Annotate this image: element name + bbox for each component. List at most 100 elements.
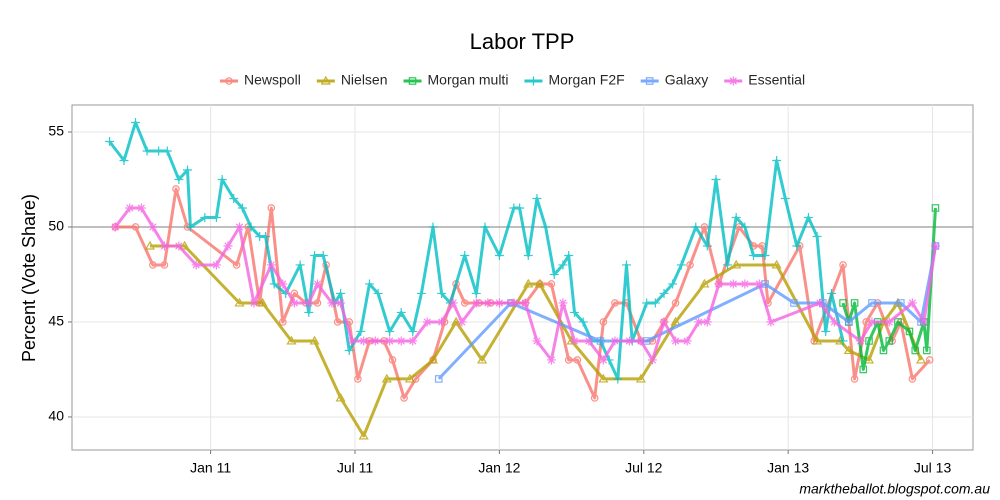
marker: [728, 279, 738, 289]
marker-part: [335, 392, 346, 402]
x-tick-label: Jan 13: [767, 460, 809, 476]
marker: [437, 317, 447, 327]
marker-part: [460, 250, 470, 260]
marker-part: [477, 354, 488, 364]
marker-part: [200, 212, 210, 222]
marker: [434, 375, 443, 383]
marker-part: [404, 373, 415, 383]
marker: [385, 326, 395, 336]
marker: [225, 77, 233, 85]
marker-part: [723, 260, 733, 270]
marker: [772, 155, 782, 165]
marker: [286, 335, 297, 345]
marker: [686, 261, 694, 269]
marker-part: [225, 77, 233, 85]
y-tick-label: 45: [48, 313, 64, 329]
marker-part: [621, 260, 631, 270]
marker: [267, 204, 276, 212]
marker-part: [119, 155, 129, 165]
marker: [266, 260, 276, 270]
marker-part: [670, 316, 681, 326]
marker-part: [234, 297, 245, 307]
marker: [829, 317, 839, 327]
legend-label: Nielsen: [341, 72, 388, 88]
marker: [754, 279, 764, 289]
series: [110, 203, 940, 365]
marker: [200, 212, 210, 222]
marker: [333, 318, 342, 326]
marker-part: [859, 365, 868, 374]
marker-part: [229, 193, 239, 203]
marker: [812, 335, 823, 345]
marker-part: [845, 318, 853, 326]
marker-part: [154, 146, 164, 156]
marker: [336, 288, 346, 298]
marker: [668, 279, 678, 289]
marker: [457, 317, 467, 327]
marker: [336, 298, 346, 308]
marker-part: [223, 241, 233, 251]
legend-item: Nielsen: [316, 72, 388, 88]
marker: [381, 373, 392, 383]
marker-part: [125, 203, 135, 213]
marker-part: [573, 356, 582, 364]
marker-part: [290, 289, 299, 298]
marker-part: [868, 299, 876, 307]
marker-part: [534, 278, 545, 288]
marker-part: [850, 299, 859, 307]
y-tick-label: 50: [48, 218, 64, 234]
marker-part: [642, 298, 652, 308]
marker-part: [659, 317, 669, 327]
marker-part: [905, 327, 914, 336]
marker: [740, 222, 750, 232]
marker: [766, 317, 776, 327]
marker-part: [780, 193, 790, 203]
marker: [930, 241, 940, 251]
marker: [174, 241, 184, 251]
marker-part: [356, 326, 366, 336]
marker: [922, 346, 931, 355]
marker: [289, 298, 299, 308]
marker-part: [159, 241, 169, 251]
marker-part: [217, 174, 227, 184]
marker-part: [829, 317, 839, 327]
marker: [864, 354, 875, 364]
marker-part: [427, 354, 439, 364]
marker-part: [691, 222, 701, 232]
marker: [915, 354, 927, 364]
marker-part: [731, 212, 741, 222]
marker: [232, 261, 241, 269]
marker: [249, 298, 259, 308]
marker-part: [211, 212, 221, 222]
marker: [217, 174, 227, 184]
marker-part: [671, 299, 680, 307]
marker: [105, 136, 115, 146]
marker: [843, 345, 854, 355]
marker-part: [162, 146, 172, 156]
marker-part: [635, 373, 646, 383]
series-line: [841, 207, 937, 371]
marker: [373, 288, 383, 298]
legend-label: Galaxy: [665, 72, 709, 88]
marker-part: [885, 337, 894, 345]
marker: [659, 317, 669, 327]
marker: [523, 250, 533, 260]
marker-part: [160, 261, 169, 269]
marker-part: [396, 307, 406, 317]
marker: [850, 375, 859, 383]
marker-part: [364, 279, 374, 289]
marker: [483, 298, 493, 308]
marker-part: [174, 174, 184, 184]
marker: [676, 260, 686, 270]
marker: [702, 241, 712, 251]
marker-part: [668, 279, 678, 289]
marker: [635, 373, 646, 383]
marker: [422, 317, 432, 327]
marker-part: [682, 336, 692, 346]
marker: [309, 335, 320, 345]
marker: [290, 289, 299, 298]
y-tick-label: 40: [48, 408, 64, 424]
marker-part: [523, 250, 533, 260]
marker-part: [191, 260, 201, 270]
marker-part: [400, 394, 408, 402]
